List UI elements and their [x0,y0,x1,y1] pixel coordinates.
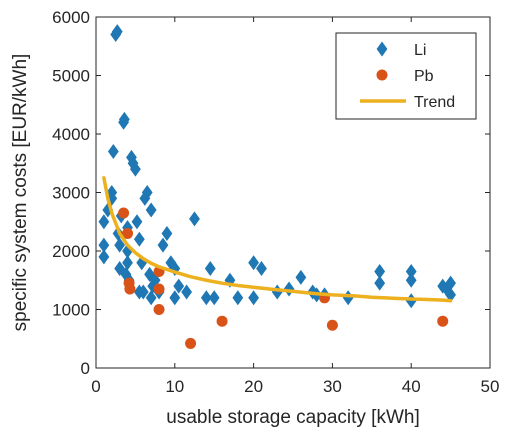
legend-li-label: Li [414,42,426,59]
li-point [200,290,212,306]
legend-li-swatch [376,41,388,57]
y-tick-label: 3000 [52,184,90,203]
pb-point [185,337,197,349]
li-point [122,255,133,271]
li-point [131,214,143,230]
li-point [137,284,149,300]
x-tick-label: 20 [244,377,263,396]
li-point [157,237,169,253]
pb-point [326,319,338,331]
li-point [173,278,185,294]
li-point [232,290,244,306]
li-point [405,272,417,288]
li-point [145,202,157,218]
legend: Li Pb Trend [335,32,477,120]
y-tick-label: 5000 [52,67,90,86]
li-point [161,225,173,241]
li-point [102,202,114,218]
pb-point [118,207,130,219]
li-point [208,290,220,306]
li-point [271,284,283,300]
pb-point [216,315,228,327]
li-point [283,281,295,297]
li-point [295,269,307,285]
li-point [256,261,267,277]
y-tick-label: 6000 [52,8,90,27]
li-point [169,290,181,306]
legend-trend-label: Trend [414,94,455,111]
x-axis-label: usable storage capacity [kWh] [166,407,419,428]
li-point [141,185,153,200]
li-point [136,255,148,271]
li-point [445,275,456,291]
y-tick-label: 1000 [52,301,90,320]
x-tick-label: 50 [481,377,500,396]
li-point [114,237,126,253]
li-point [405,263,417,279]
y-tick-label: 0 [81,359,90,378]
y-axis-label: specific system costs [EUR/kWh] [10,54,31,332]
pb-point [437,315,449,327]
li-point [374,275,386,291]
li-point [405,293,417,309]
li-point [98,237,110,253]
x-tick-label: 0 [91,377,100,396]
li-point [181,284,193,300]
li-point [133,231,145,247]
pb-point [153,283,165,295]
li-point [130,161,141,177]
pb-point [124,283,136,295]
li-point [445,287,456,303]
pb-point [153,304,165,315]
pb-point [122,227,134,239]
li-point [106,185,118,200]
li-point [342,290,354,306]
x-tick-label: 40 [402,377,421,396]
li-point [147,278,159,294]
li-point [248,255,259,271]
data-marks [98,24,456,349]
axis-ticks: 0 10 20 30 40 50 0 1000 2000 3000 4000 5000 6000 [52,8,499,396]
trend-line [102,176,453,303]
legend-pb-label: Pb [414,68,434,85]
li-point [374,263,386,279]
li-point [248,290,259,306]
li-point [204,261,216,277]
legend-box [335,32,477,120]
li-point [127,155,139,171]
li-point [122,243,133,259]
li-point [98,214,110,230]
y-tick-label: 4000 [52,125,90,144]
li-point [98,249,110,265]
li-point [107,144,119,160]
x-tick-label: 30 [323,377,342,396]
li-point [145,290,157,306]
li-point [189,211,200,227]
li-point [111,24,123,40]
li-point [118,111,130,127]
y-tick-label: 2000 [52,242,90,261]
legend-pb-swatch [376,69,388,81]
x-tick-label: 10 [165,377,184,396]
